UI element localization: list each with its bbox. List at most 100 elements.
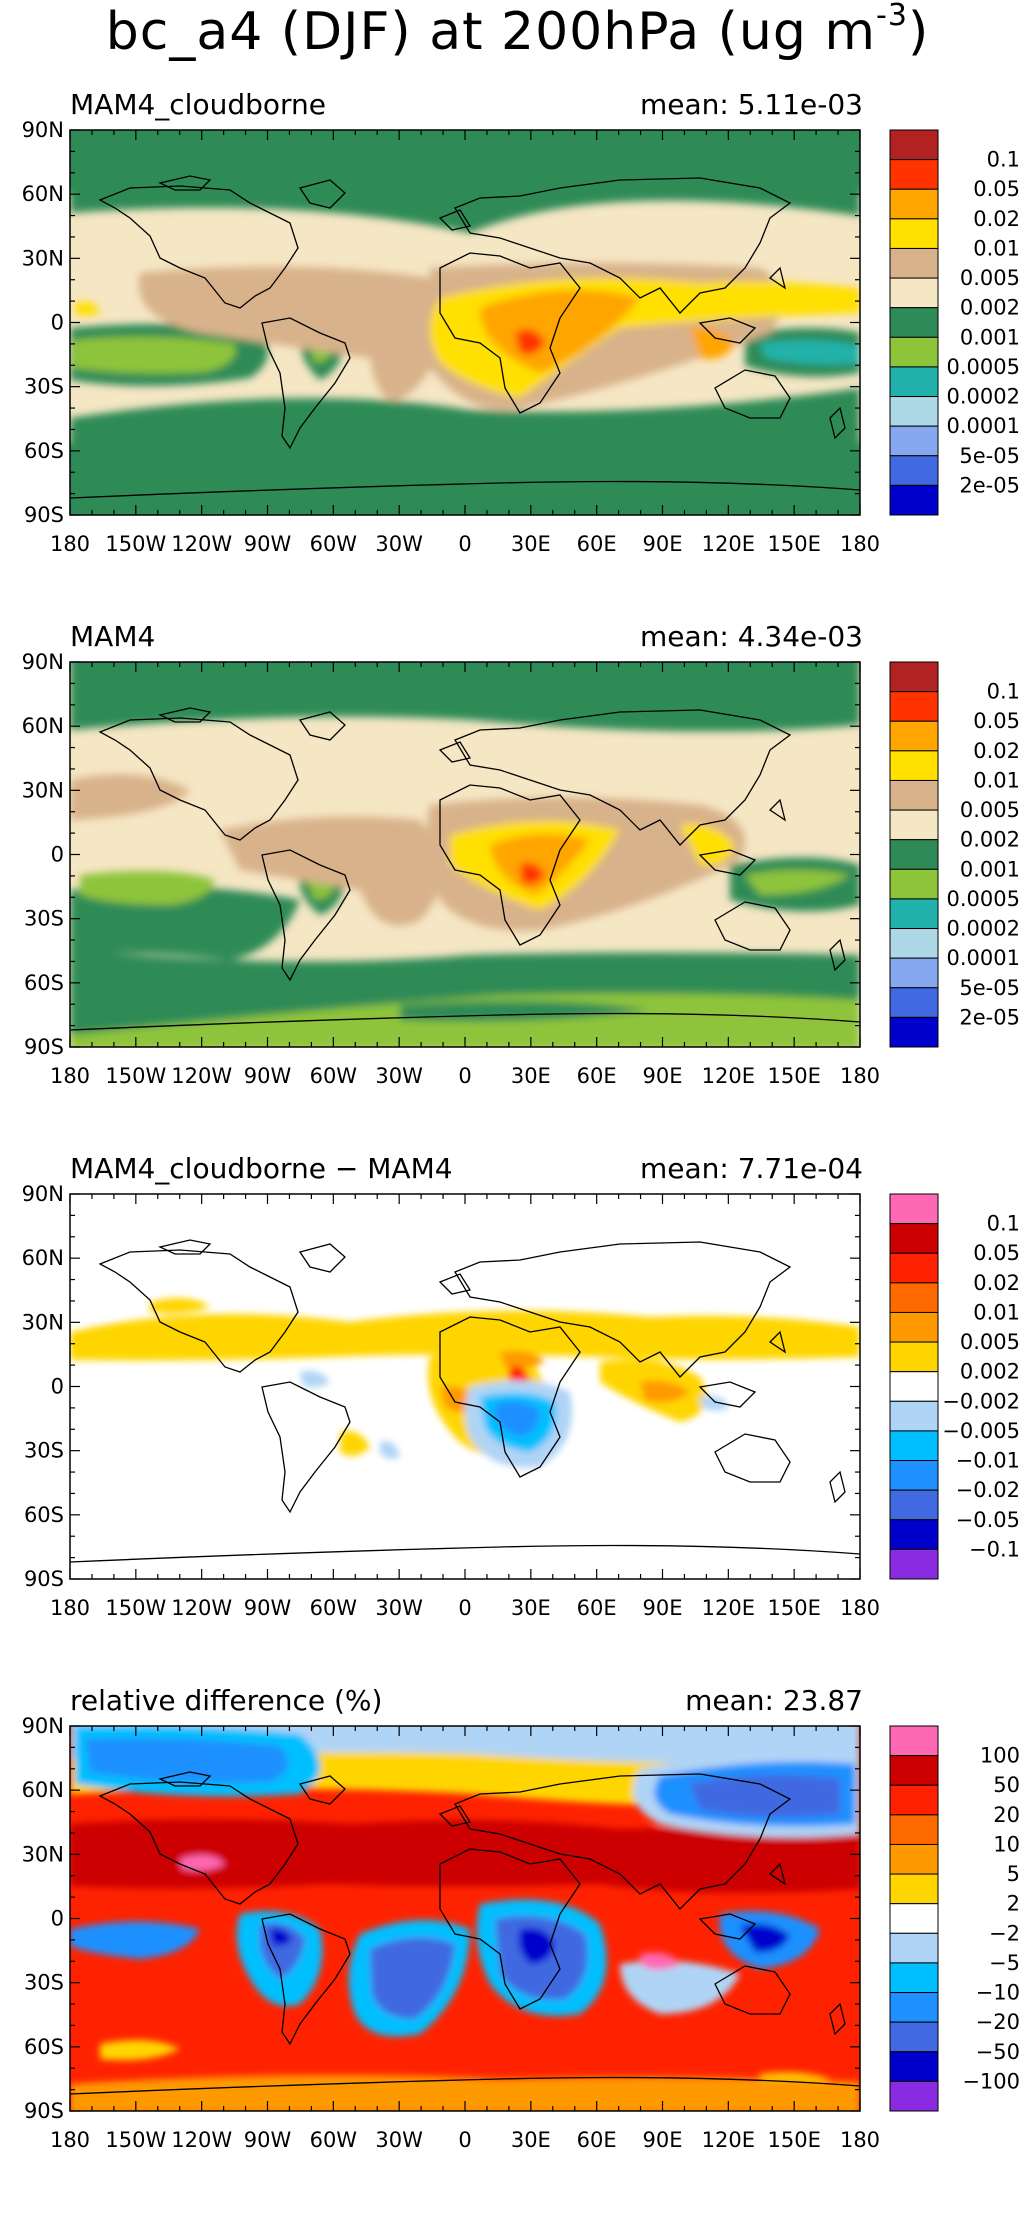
colorbar (889, 1193, 939, 1580)
y-tick-label: 90S (24, 503, 64, 527)
x-tick-label: 90E (643, 1596, 683, 1620)
colorbar-labels: 0.1 0.05 0.02 0.01 0.005 0.002 −0.002 −0.005 −0.… (942, 1212, 1020, 1562)
colorbar-segment (889, 1341, 939, 1373)
colorbar-segment (889, 1932, 939, 1964)
colorbar-segment (889, 868, 939, 900)
colorbar-label: −2 (989, 1921, 1020, 1945)
colorbar-label: 0.01 (973, 236, 1020, 260)
x-tick-label: 30E (511, 2128, 551, 2152)
colorbar-segment (889, 1400, 939, 1432)
colorbar-segment (889, 1992, 939, 2023)
colorbar-label: 10 (993, 1832, 1020, 1856)
x-tick-label: 60W (310, 1596, 358, 1620)
colorbar-label: 5 (1007, 1862, 1020, 1886)
colorbar-label: 0.1 (987, 148, 1020, 172)
colorbar-segment (889, 1282, 939, 1313)
colorbar-segment (889, 1193, 939, 1225)
x-tick-label: 120W (171, 532, 232, 556)
y-tick-label: 60S (24, 2035, 64, 2059)
y-tick-label: 60S (24, 1503, 64, 1527)
colorbar-label: −100 (962, 2069, 1020, 2093)
y-tick-label: 30S (24, 1439, 64, 1463)
x-tick-label: 150E (767, 1596, 820, 1620)
colorbar-segment (889, 1460, 939, 1491)
axis-ticks (69, 1193, 861, 1580)
x-tick-label: 90E (643, 532, 683, 556)
map-chart: 90N 60N 30N 0 30S 60S 90S 180 150W 120W 90W 60W 30W… (22, 118, 1020, 556)
y-tick-label: 0 (51, 311, 64, 335)
colorbar-label: 0.002 (960, 1360, 1020, 1384)
y-tick-label: 60S (24, 971, 64, 995)
colorbar-segment (889, 1519, 939, 1550)
colorbar-segment (889, 1311, 939, 1343)
y-tick-label: 30S (24, 1971, 64, 1995)
colorbar (889, 661, 939, 1048)
colorbar-segment (889, 129, 939, 161)
colorbar-label: −0.01 (956, 1449, 1020, 1473)
x-tick-labels: 180 150W 120W 90W 60W 30W 0 30E 60E 90E 120E 150E 18… (50, 1064, 880, 1088)
map-chart: 90N 60N 30N 0 30S 60S 90S 180 150W 120W 90W 60W 30W… (22, 1714, 1020, 2152)
x-tick-label: 60E (577, 1596, 617, 1620)
colorbar-label: 20 (993, 1803, 1020, 1827)
y-tick-label: 30N (22, 1842, 64, 1866)
colorbar-segment (889, 720, 939, 752)
x-tick-label: 0 (458, 1596, 471, 1620)
panel-title: MAM4_cloudborne − MAM4 (70, 1152, 453, 1185)
colorbar-label: −0.005 (942, 1419, 1020, 1443)
colorbar-label: 0.0005 (947, 887, 1020, 911)
colorbar-label: −10 (976, 1981, 1020, 2005)
colorbar-label: 0.005 (960, 266, 1020, 290)
colorbar-label: 2 (1007, 1892, 1020, 1916)
x-tick-label: 90W (244, 532, 292, 556)
colorbar-segment (889, 159, 939, 190)
colorbar-label: 5e-05 (959, 976, 1020, 1000)
x-tick-label: 30W (375, 2128, 423, 2152)
axis-ticks (69, 129, 861, 516)
x-tick-label: 120W (171, 2128, 232, 2152)
x-tick-label: 150E (767, 1064, 820, 1088)
x-tick-label: 150E (767, 2128, 820, 2152)
panel-mean: mean: 5.11e-03 (639, 88, 863, 121)
x-tick-label: 180 (50, 1064, 90, 1088)
colorbar-segment (889, 928, 939, 959)
colorbar-label: −20 (976, 2010, 1020, 2034)
figure-title: bc_a4 (DJF) at 200hPa (ug m-3) (0, 0, 1035, 62)
colorbar-label: 0.0002 (947, 385, 1020, 409)
colorbar-segment (889, 1430, 939, 1462)
y-tick-label: 0 (51, 1375, 64, 1399)
colorbar-segment (889, 425, 939, 457)
x-tick-label: 30W (375, 1064, 423, 1088)
colorbar-segment (889, 307, 939, 338)
colorbar-segment (889, 366, 939, 398)
coastlines (70, 1771, 860, 2095)
colorbar-label: 0.0001 (947, 414, 1020, 438)
x-tick-label: 0 (458, 532, 471, 556)
panel-mean: mean: 23.87 (685, 1684, 863, 1717)
figure-title-close: ) (907, 2, 930, 62)
colorbar-label: 0.005 (960, 1330, 1020, 1354)
panel-title: MAM4 (70, 620, 156, 653)
colorbar (889, 129, 939, 516)
axis-ticks (69, 661, 861, 1048)
y-tick-label: 90N (22, 650, 64, 674)
y-tick-label: 90S (24, 1567, 64, 1591)
figure-title-exponent: -3 (876, 0, 908, 33)
coastlines (70, 1239, 860, 1563)
colorbar-label: −0.1 (969, 1537, 1020, 1561)
x-tick-label: 120E (702, 1064, 755, 1088)
x-tick-label: 30E (511, 1596, 551, 1620)
map-chart: 90N 60N 30N 0 30S 60S 90S 180 150W 120W 90W 60W 30W… (22, 1182, 1020, 1620)
colorbar-label: 0.1 (987, 680, 1020, 704)
x-tick-label: 180 (840, 532, 880, 556)
x-tick-label: 60W (310, 2128, 358, 2152)
colorbar-label: −0.002 (942, 1389, 1020, 1413)
colorbar-label: 2e-05 (959, 473, 1020, 497)
y-tick-labels: 90N 60N 30N 0 30S 60S 90S (22, 1182, 64, 1591)
x-tick-label: 90E (643, 1064, 683, 1088)
colorbar-segment (889, 188, 939, 220)
colorbar-segment (889, 1725, 939, 1757)
y-tick-label: 30N (22, 778, 64, 802)
map-field (70, 662, 860, 1047)
colorbar-label: 0.05 (973, 709, 1020, 733)
y-tick-label: 90N (22, 1182, 64, 1206)
